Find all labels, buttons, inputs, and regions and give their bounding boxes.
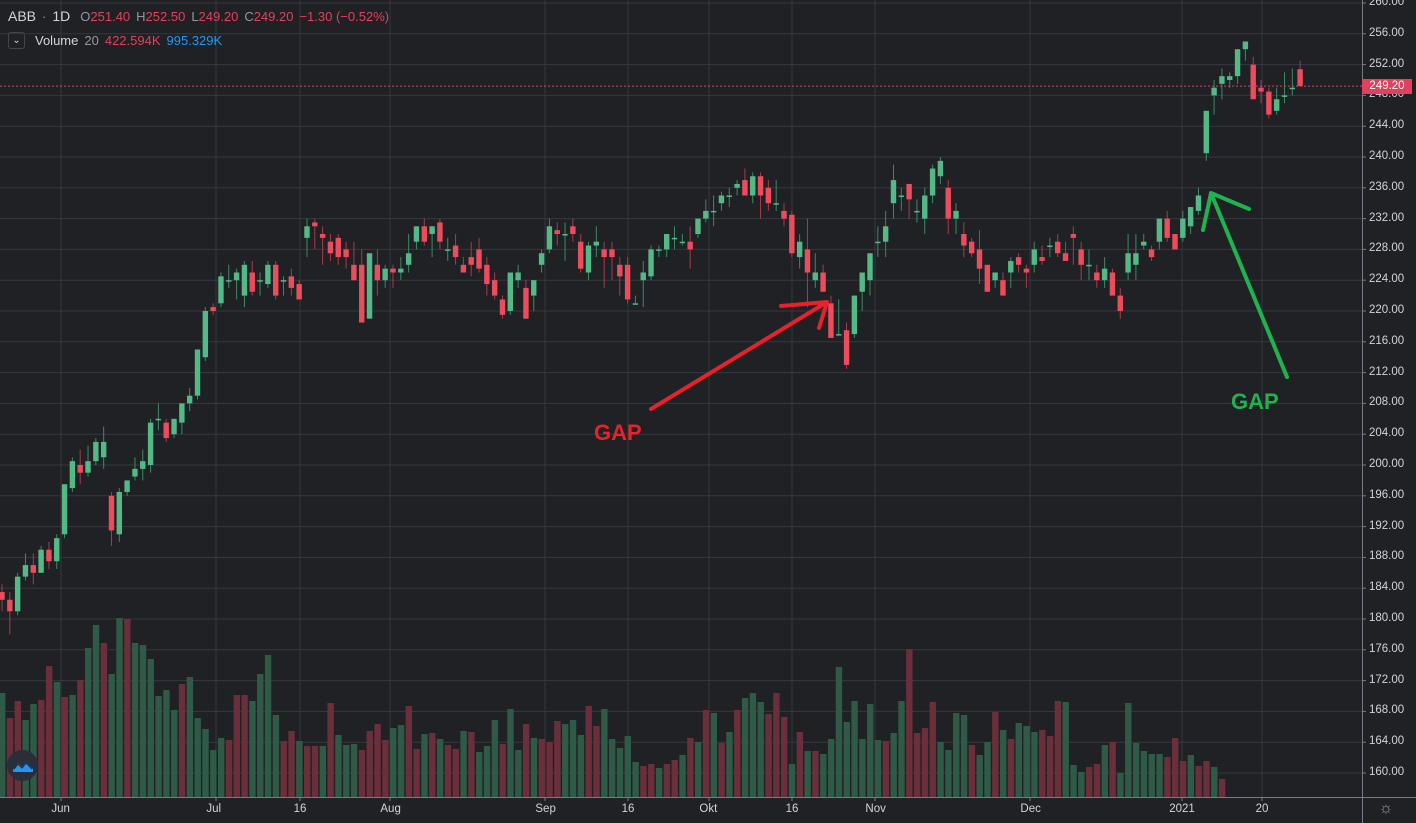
time-tick-label: Jun — [51, 803, 70, 815]
price-tick-label: 192.00 — [1369, 519, 1405, 532]
price-tick-label: 232.00 — [1369, 211, 1405, 224]
price-tick-label: 224.00 — [1369, 273, 1405, 286]
price-tick-label: 196.00 — [1369, 488, 1405, 501]
price-tick-label: 168.00 — [1369, 704, 1405, 717]
price-tick-label: 240.00 — [1369, 150, 1405, 162]
price-tick-label: 244.00 — [1369, 119, 1405, 132]
time-tick-label: Nov — [865, 803, 886, 815]
time-tick-label: Aug — [380, 803, 401, 815]
time-tick-label: 20 — [1255, 803, 1269, 815]
time-tick-label: 16 — [293, 803, 307, 815]
price-tick-label: 184.00 — [1369, 581, 1405, 594]
close-value: C249.20 — [244, 8, 294, 24]
price-tick-label: 256.00 — [1369, 26, 1405, 39]
symbol-legend: ABB · 1D O251.40 H252.50 L249.20 C249.20… — [8, 8, 389, 24]
price-tick-label: 228.00 — [1369, 242, 1405, 255]
gap-annotation-red[interactable]: GAP — [594, 420, 642, 445]
price-tick-label: 216.00 — [1369, 334, 1405, 347]
price-tick-label: 208.00 — [1369, 396, 1405, 409]
time-tick-label: 16 — [621, 803, 635, 815]
price-tick-label: 204.00 — [1369, 427, 1405, 440]
price-tick-label: 260.00 — [1369, 0, 1405, 8]
price-tick-label: 160.00 — [1369, 766, 1405, 778]
collapse-legend-button[interactable]: ⌄ — [8, 32, 25, 49]
symbol-name[interactable]: ABB — [8, 8, 37, 24]
time-tick-label: 2021 — [1169, 803, 1195, 815]
price-tick-label: 188.00 — [1369, 550, 1405, 563]
volume-length: 20 — [84, 33, 99, 48]
interval[interactable]: 1D — [52, 8, 71, 24]
time-tick-label: Jul — [206, 803, 222, 815]
time-tick-label: Sep — [535, 803, 556, 815]
time-tick-label: Okt — [699, 803, 718, 815]
price-tick-label: 164.00 — [1369, 735, 1405, 748]
price-tick-label: 172.00 — [1369, 673, 1405, 686]
gear-icon[interactable]: ☼ — [1378, 800, 1394, 817]
high-value: H252.50 — [136, 8, 186, 24]
price-tick-label: 200.00 — [1369, 458, 1405, 470]
price-tick-label: 180.00 — [1369, 612, 1405, 624]
time-tick-label: Dec — [1020, 803, 1041, 815]
low-value: L249.20 — [191, 8, 239, 24]
price-tick-label: 176.00 — [1369, 642, 1405, 655]
price-tick-label: 220.00 — [1369, 304, 1405, 316]
open-value: O251.40 — [80, 8, 131, 24]
price-tick-label: 236.00 — [1369, 180, 1405, 193]
price-tick-label: 252.00 — [1369, 57, 1405, 70]
last-price-tag: 249.20 — [1362, 79, 1412, 94]
separator: · — [42, 8, 47, 24]
price-tick-label: 212.00 — [1369, 365, 1405, 378]
gap-annotation-green[interactable]: GAP — [1231, 389, 1279, 414]
volume-ma-value: 995.329K — [166, 33, 223, 48]
volume-label[interactable]: Volume — [35, 33, 79, 48]
change-value: −1.30 (−0.52%) — [299, 8, 390, 24]
volume-value: 422.594K — [104, 33, 161, 48]
time-tick-label: 16 — [785, 803, 799, 815]
chevron-down-icon: ⌄ — [12, 35, 21, 46]
volume-legend: ⌄ Volume 20 422.594K 995.329K — [8, 32, 222, 49]
tradingview-logo-icon[interactable] — [7, 750, 38, 781]
